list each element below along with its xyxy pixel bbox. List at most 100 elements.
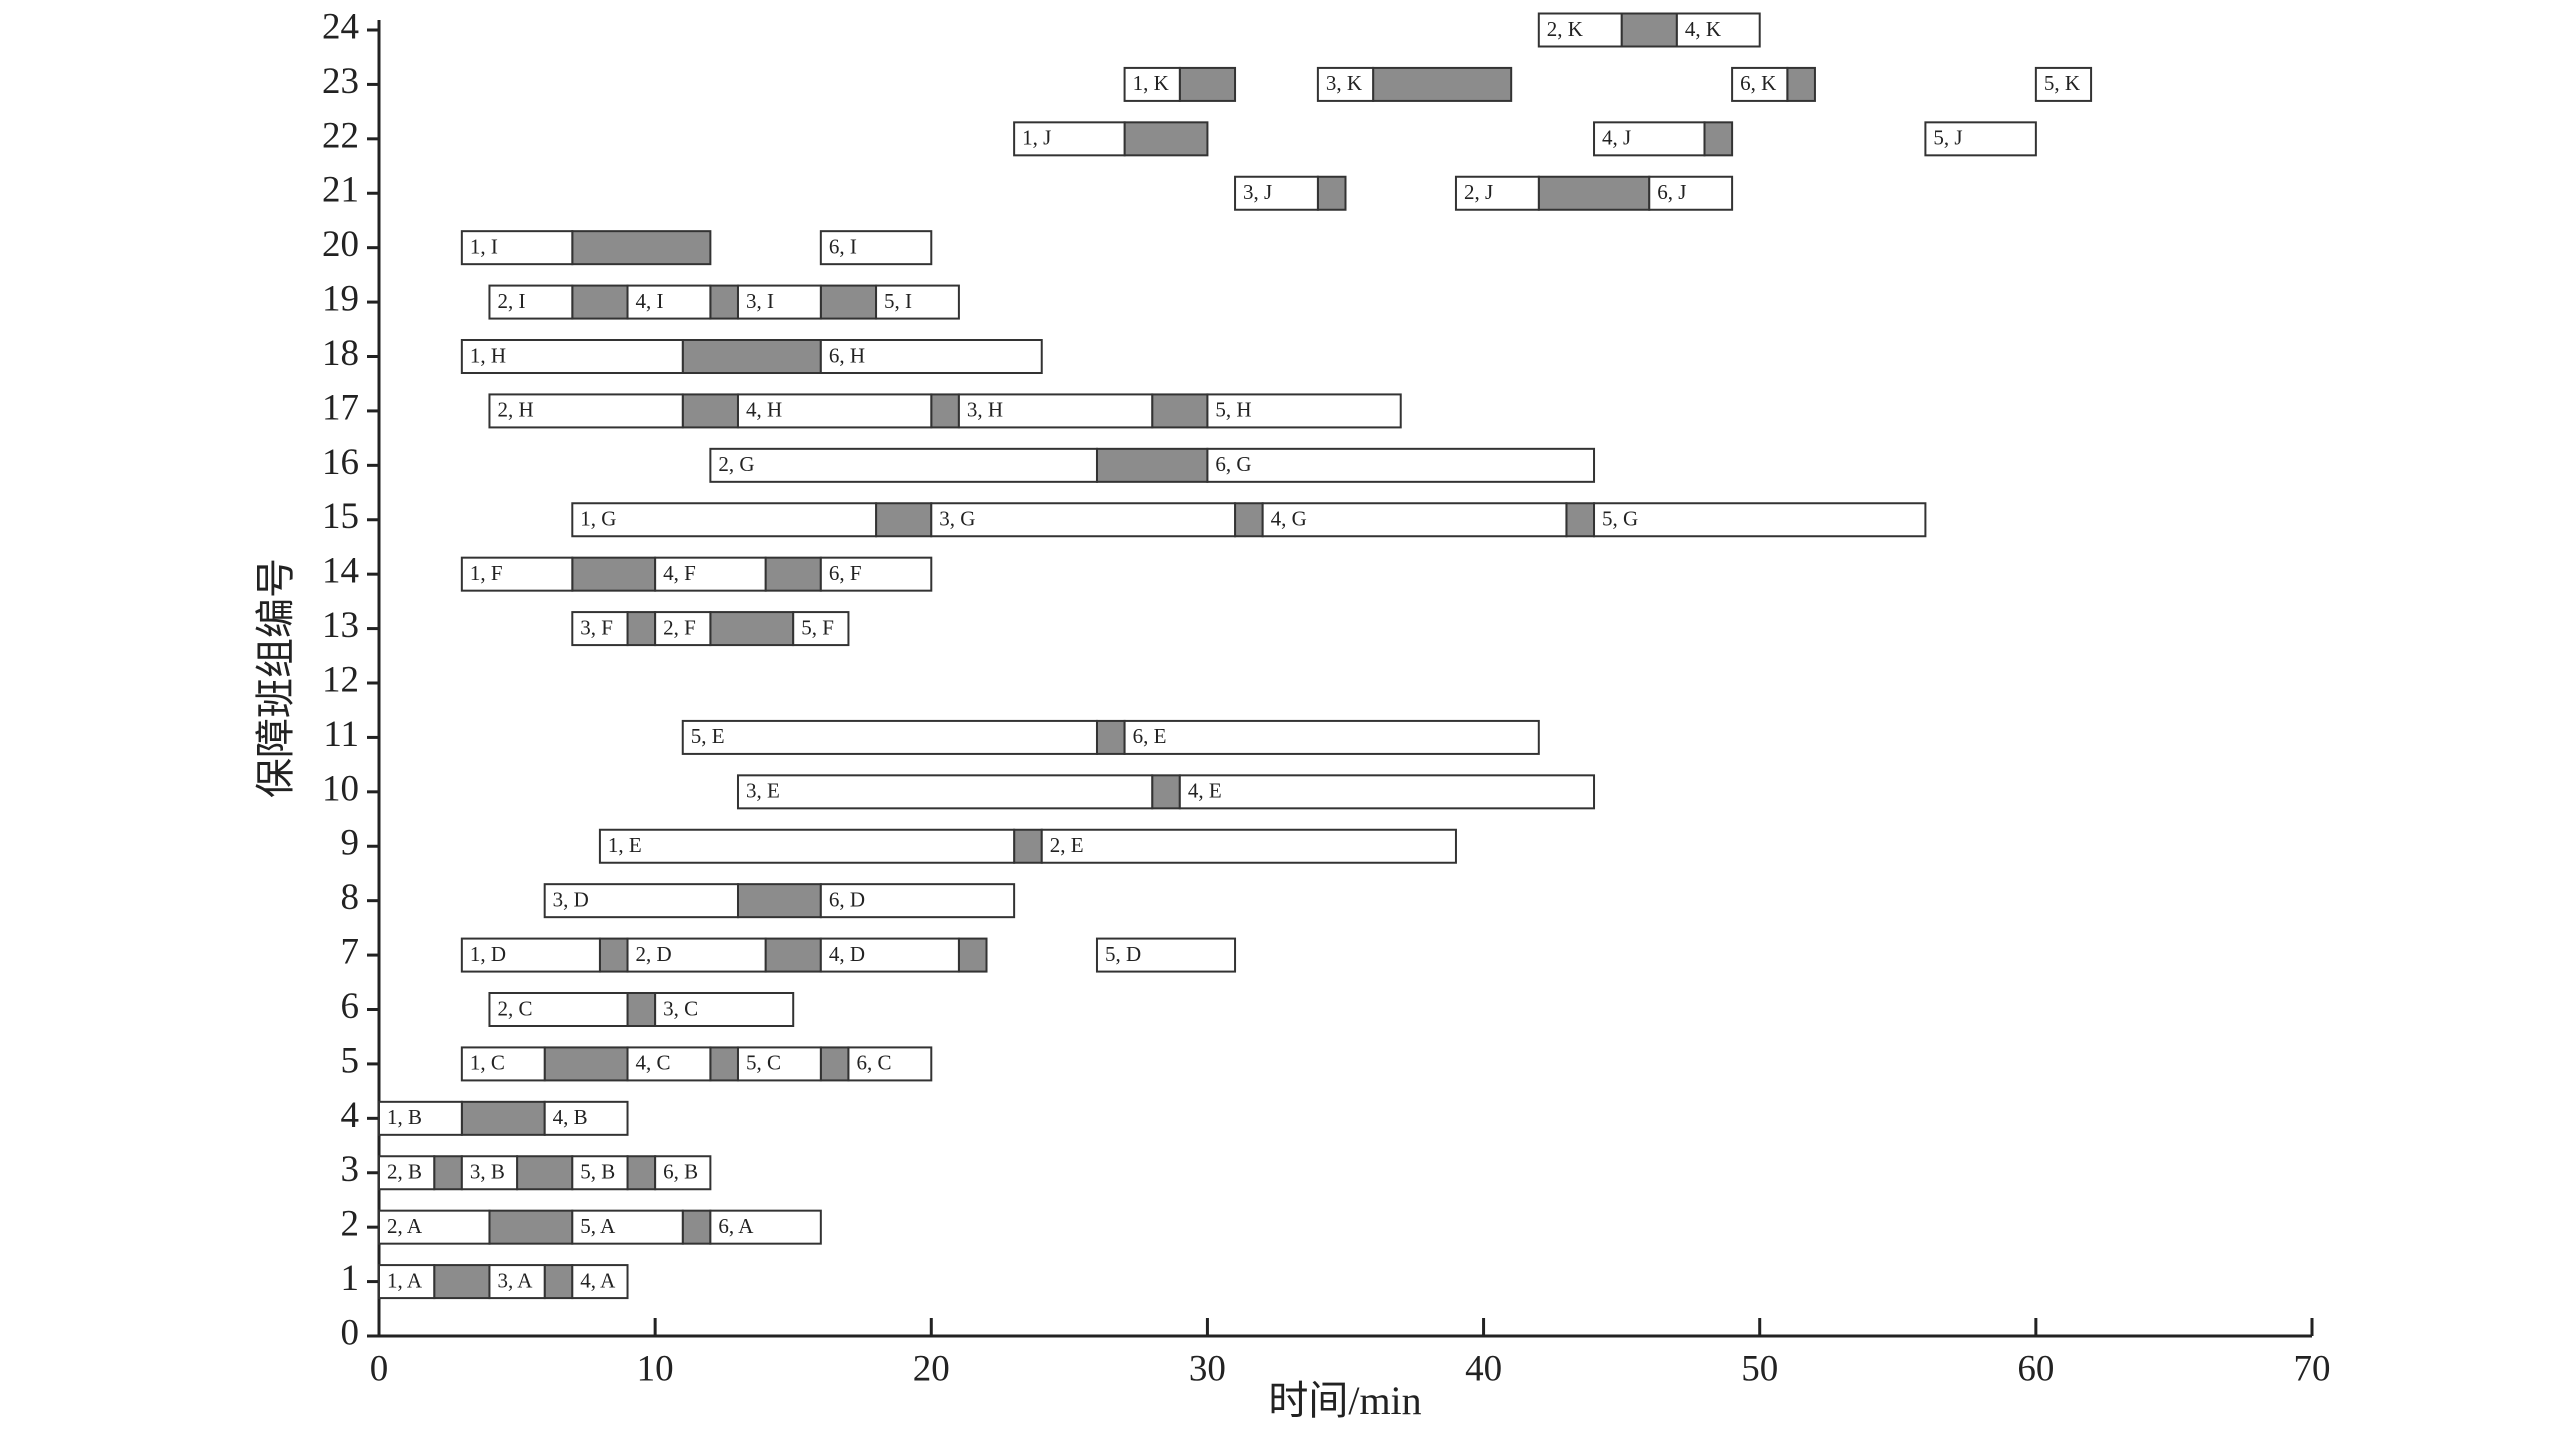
y-axis-title: 保障班组编号 [253,558,298,798]
task-bar [1206,447,1596,483]
wait-bar [1234,502,1264,538]
y-tick-label: 9 [341,823,360,864]
task-bar [654,992,795,1027]
task-label: 3, F [580,615,613,639]
task-bar [571,611,629,647]
wait-bar [543,1264,574,1300]
y-tick-label: 24 [322,6,359,47]
task-bar [736,774,1154,810]
task-label: 1, I [470,234,498,258]
task-label: 4, A [580,1268,616,1292]
x-tick-label: 70 [2294,1348,2331,1389]
wait-bar [1786,66,1816,102]
task-label: 4, C [636,1051,671,1075]
wait-bar [433,1264,491,1300]
y-tick-label: 7 [341,932,360,973]
task-bar [1178,774,1596,810]
wait-bar [1316,175,1347,211]
task-label: 6, H [829,343,865,367]
task-bar [2034,66,2093,102]
task-label: 4, J [1602,126,1631,150]
y-tick-label: 8 [341,877,360,918]
y-tick-label: 22 [322,115,359,156]
wait-bar [709,1046,739,1082]
task-label: 6, D [829,887,865,911]
task-bar [460,230,574,266]
task-label: 3, K [1326,71,1362,95]
task-bar [847,1046,933,1082]
task-label: 2, J [1464,180,1493,204]
wait-bar [598,937,629,973]
task-bar [654,611,712,647]
task-label: 5, D [1105,942,1141,966]
task-label: 2, G [718,452,754,476]
task-bar [819,339,1043,374]
y-tick-label: 11 [323,714,359,755]
task-label: 6, B [663,1160,698,1184]
task-bar [930,502,1237,538]
y-tick-label: 15 [322,496,359,537]
task-label: 2, A [387,1214,423,1238]
task-bar [598,828,1016,864]
wait-bar [1372,66,1513,102]
task-bar [378,1209,491,1245]
task-label: 6, K [1740,71,1776,95]
task-bar [1206,393,1402,429]
task-bar [1648,175,1734,211]
wait-bar [460,1100,546,1136]
task-label: 5, F [801,615,834,639]
task-bar [571,1209,684,1245]
task-label: 3, H [967,398,1003,422]
task-label: 4, I [636,289,664,313]
wait-bar [819,284,878,320]
wait-bar [1565,502,1596,538]
wait-bar [1013,828,1043,864]
wait-bar [736,883,822,919]
task-bar [1261,502,1568,538]
task-bar [460,1155,519,1191]
task-bar [1675,12,1761,48]
x-axis-title: 时间/min [1268,1378,1421,1423]
task-label: 2, F [663,615,696,639]
wait-bar [681,339,822,374]
task-label: 4, G [1271,507,1307,531]
wait-bar [1703,121,1734,157]
task-label: 5, C [746,1051,781,1075]
wait-bar [488,1209,574,1245]
task-bar [819,883,1016,919]
task-bar [957,393,1154,429]
task-label: 1, B [387,1105,422,1129]
task-label: 1, J [1022,126,1051,150]
wait-bar [1537,175,1651,211]
wait-bar [709,611,795,647]
y-tick-label: 0 [341,1312,360,1353]
task-label: 4, B [553,1105,588,1129]
task-label: 2, D [636,942,672,966]
task-bar [792,611,850,647]
task-bar [460,339,684,374]
task-label: 2, E [1050,833,1084,857]
wait-bar [516,1155,574,1191]
task-label: 6, F [829,561,862,585]
task-label: 3, J [1243,180,1272,204]
wait-bar [1151,774,1181,810]
y-tick-label: 4 [341,1095,360,1136]
y-tick-label: 16 [322,442,359,483]
task-bar [378,1155,436,1191]
x-tick-label: 50 [1741,1348,1778,1389]
wait-bar [626,992,657,1027]
x-tick-label: 0 [370,1348,389,1389]
task-label: 1, F [470,561,503,585]
task-bar [1234,175,1319,211]
task-bar [543,883,739,919]
task-bar [488,1264,546,1300]
task-label: 5, A [580,1214,616,1238]
wait-bar [681,393,739,429]
wait-bar [626,611,657,647]
y-tick-label: 17 [322,387,359,428]
task-label: 4, D [829,942,865,966]
wait-bar [543,1046,629,1082]
task-label: 5, B [580,1160,615,1184]
task-bar [736,1046,822,1082]
